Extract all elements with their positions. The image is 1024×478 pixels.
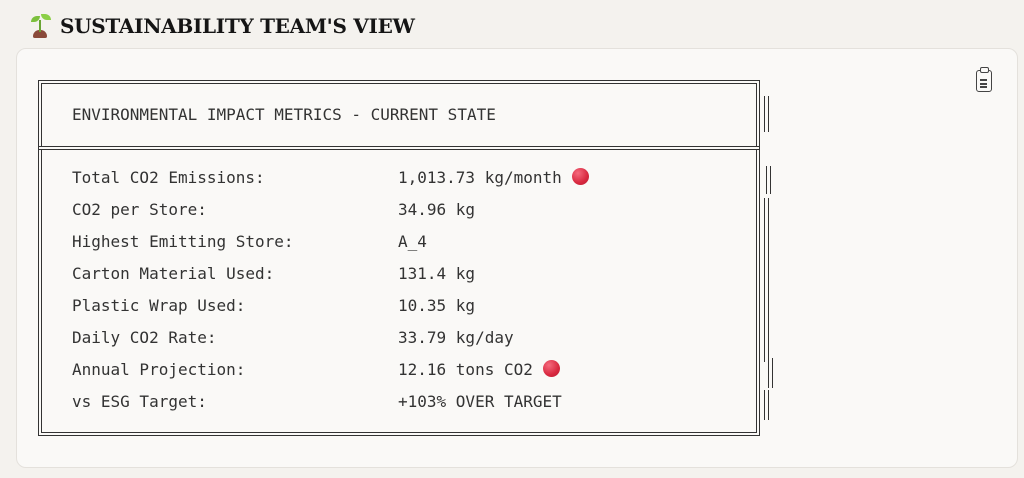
metrics-body-box [38, 146, 760, 436]
box-border [764, 390, 769, 420]
box-border [766, 166, 771, 194]
metric-label: Annual Projection: [72, 360, 246, 379]
metric-value-row: 33.79 kg/day [398, 328, 514, 347]
metric-value-row: 34.96 kg [398, 200, 475, 219]
output-card [16, 48, 1018, 468]
metric-value: 131.4 kg [398, 264, 476, 283]
metric-value: 34.96 kg [398, 200, 476, 219]
section-title: SUSTAINABILITY TEAM'S VIEW [60, 14, 415, 38]
box-border [768, 358, 773, 388]
metric-value: 1,013.73 kg/month [398, 168, 562, 187]
seedling-icon [30, 14, 52, 38]
metric-value-row: 1,013.73 kg/month [398, 168, 589, 187]
red-circle-icon [571, 168, 589, 185]
clipboard-icon[interactable] [976, 67, 992, 92]
metric-label: Daily CO2 Rate: [72, 328, 217, 347]
metric-value-row: +103% OVER TARGET [398, 392, 562, 411]
metric-value: +103% OVER TARGET [398, 392, 562, 411]
red-circle-icon [542, 360, 560, 377]
metric-value-row: 10.35 kg [398, 296, 475, 315]
section-heading: SUSTAINABILITY TEAM'S VIEW [30, 14, 415, 38]
box-border [764, 198, 769, 362]
metric-value-row: 131.4 kg [398, 264, 475, 283]
box-border [764, 96, 769, 132]
metric-label: Carton Material Used: [72, 264, 275, 283]
metric-value-row: A_4 [398, 232, 427, 251]
metrics-box-title: ENVIRONMENTAL IMPACT METRICS - CURRENT S… [72, 105, 496, 124]
metric-value: 10.35 kg [398, 296, 476, 315]
metric-label: Highest Emitting Store: [72, 232, 294, 251]
metric-value: 33.79 kg/day [398, 328, 514, 347]
metric-value-row: 12.16 tons CO2 [398, 360, 560, 379]
metric-value: A_4 [398, 232, 427, 251]
metric-value: 12.16 tons CO2 [398, 360, 533, 379]
metric-label: Plastic Wrap Used: [72, 296, 246, 315]
metric-label: CO2 per Store: [72, 200, 207, 219]
metric-label: vs ESG Target: [72, 392, 207, 411]
metric-label: Total CO2 Emissions: [72, 168, 265, 187]
